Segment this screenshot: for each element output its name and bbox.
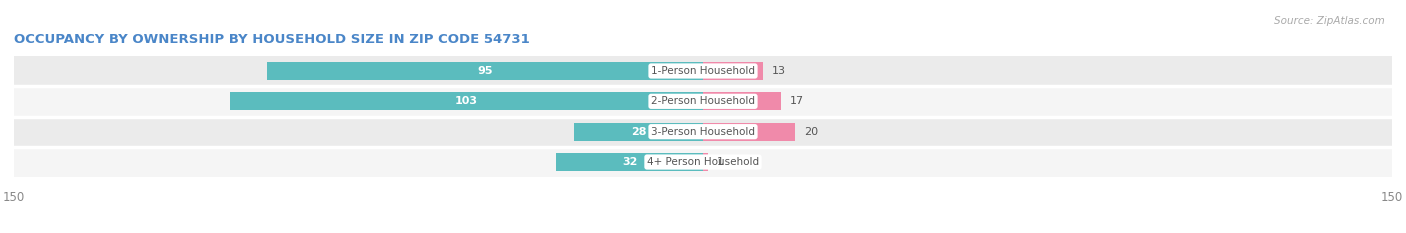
Bar [14,147,1392,177]
Text: 17: 17 [790,96,804,106]
Bar [14,56,1392,86]
Bar [703,62,762,80]
Text: 1-Person Household: 1-Person Household [651,66,755,76]
Bar [267,62,703,80]
Text: 13: 13 [772,66,786,76]
Text: 3-Person Household: 3-Person Household [651,127,755,137]
Bar [575,123,703,141]
Text: Source: ZipAtlas.com: Source: ZipAtlas.com [1274,16,1385,26]
Text: 28: 28 [631,127,647,137]
Text: 20: 20 [804,127,818,137]
Text: 103: 103 [456,96,478,106]
Text: 95: 95 [477,66,492,76]
Text: OCCUPANCY BY OWNERSHIP BY HOUSEHOLD SIZE IN ZIP CODE 54731: OCCUPANCY BY OWNERSHIP BY HOUSEHOLD SIZE… [14,33,530,46]
Bar [555,153,703,171]
Bar [231,92,703,110]
Text: 1: 1 [717,157,724,167]
Bar [703,153,707,171]
Bar [14,86,1392,116]
Bar [703,92,782,110]
Bar [14,116,1392,147]
Text: 32: 32 [621,157,637,167]
Text: 4+ Person Household: 4+ Person Household [647,157,759,167]
Text: 2-Person Household: 2-Person Household [651,96,755,106]
Bar [703,123,794,141]
